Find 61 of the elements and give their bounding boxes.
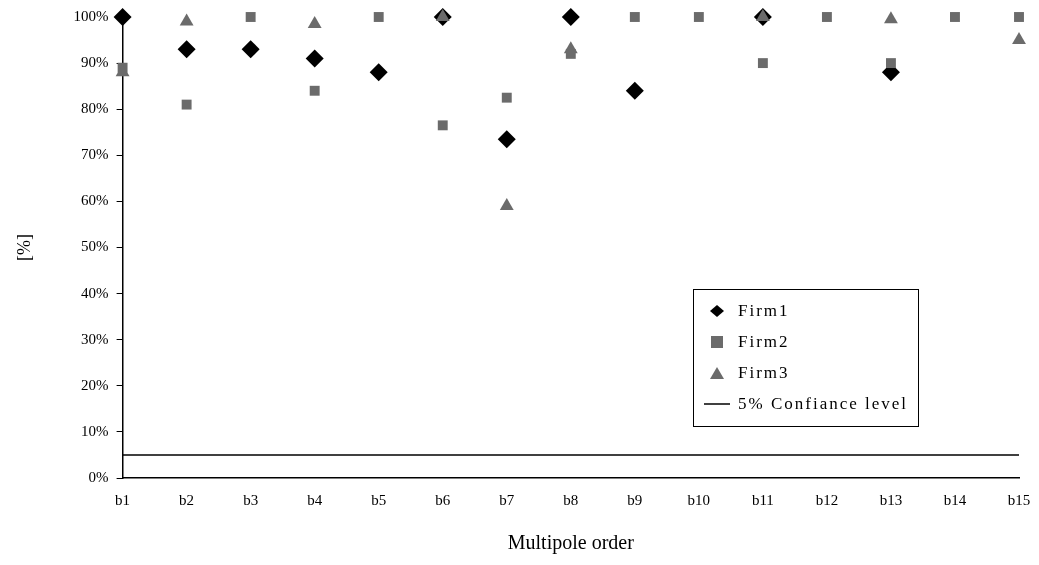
x-tick-label: b9 <box>627 491 643 508</box>
point <box>305 49 324 68</box>
point <box>181 99 192 110</box>
point <box>561 8 580 26</box>
x-tick-label: b3 <box>243 491 259 508</box>
point <box>241 40 260 59</box>
x-tick-label: b6 <box>435 491 451 508</box>
point <box>497 130 516 149</box>
x-axis-title: Multipole order <box>507 531 635 555</box>
legend-label: 5% Confiance level <box>738 394 909 414</box>
point <box>563 41 578 54</box>
y-tick-label: 10% <box>81 422 109 439</box>
x-tick-label: b15 <box>1007 491 1031 508</box>
point <box>693 12 704 22</box>
point <box>245 12 256 22</box>
point <box>501 92 512 103</box>
point <box>821 12 832 22</box>
point <box>885 58 896 69</box>
point <box>499 198 514 211</box>
point <box>437 120 448 131</box>
point <box>373 12 384 22</box>
x-tick-label: b12 <box>815 491 839 508</box>
x-tick-label: b10 <box>687 491 711 508</box>
point <box>950 12 960 22</box>
point <box>1012 32 1026 45</box>
x-tick-label: b8 <box>563 491 579 508</box>
point <box>369 63 388 82</box>
x-tick-label: b7 <box>499 491 515 508</box>
point <box>884 11 898 24</box>
point <box>757 58 768 69</box>
point <box>177 40 196 59</box>
y-tick-label: 30% <box>81 330 109 347</box>
point <box>179 13 194 26</box>
point <box>309 85 320 96</box>
point <box>625 81 644 100</box>
point <box>1014 12 1024 22</box>
point <box>113 8 132 26</box>
y-tick-label: 40% <box>81 284 109 301</box>
x-tick-label: b5 <box>371 491 387 508</box>
legend-label: Firm2 <box>738 332 790 352</box>
y-tick-label: 80% <box>81 100 109 117</box>
x-tick-label: b11 <box>751 491 774 508</box>
point <box>755 9 770 21</box>
y-tick-label: 20% <box>81 376 109 393</box>
y-tick-label: 0% <box>88 468 109 485</box>
legend-label: Firm1 <box>738 301 790 321</box>
y-tick-label: 50% <box>81 238 109 255</box>
y-tick-label: 60% <box>81 192 109 209</box>
x-tick-label: b13 <box>879 491 903 508</box>
x-tick-label: b4 <box>307 491 323 508</box>
x-tick-label: b1 <box>115 491 131 508</box>
point <box>629 12 640 22</box>
legend-label: Firm3 <box>738 363 790 383</box>
y-tick-label: 90% <box>81 54 109 71</box>
y-axis-title: [%] <box>13 234 34 261</box>
y-tick-label: 70% <box>81 146 109 163</box>
point <box>307 15 322 28</box>
point <box>435 9 450 21</box>
x-tick-label: b14 <box>943 491 967 508</box>
x-tick-label: b2 <box>179 491 195 508</box>
y-tick-label: 100% <box>73 7 109 24</box>
